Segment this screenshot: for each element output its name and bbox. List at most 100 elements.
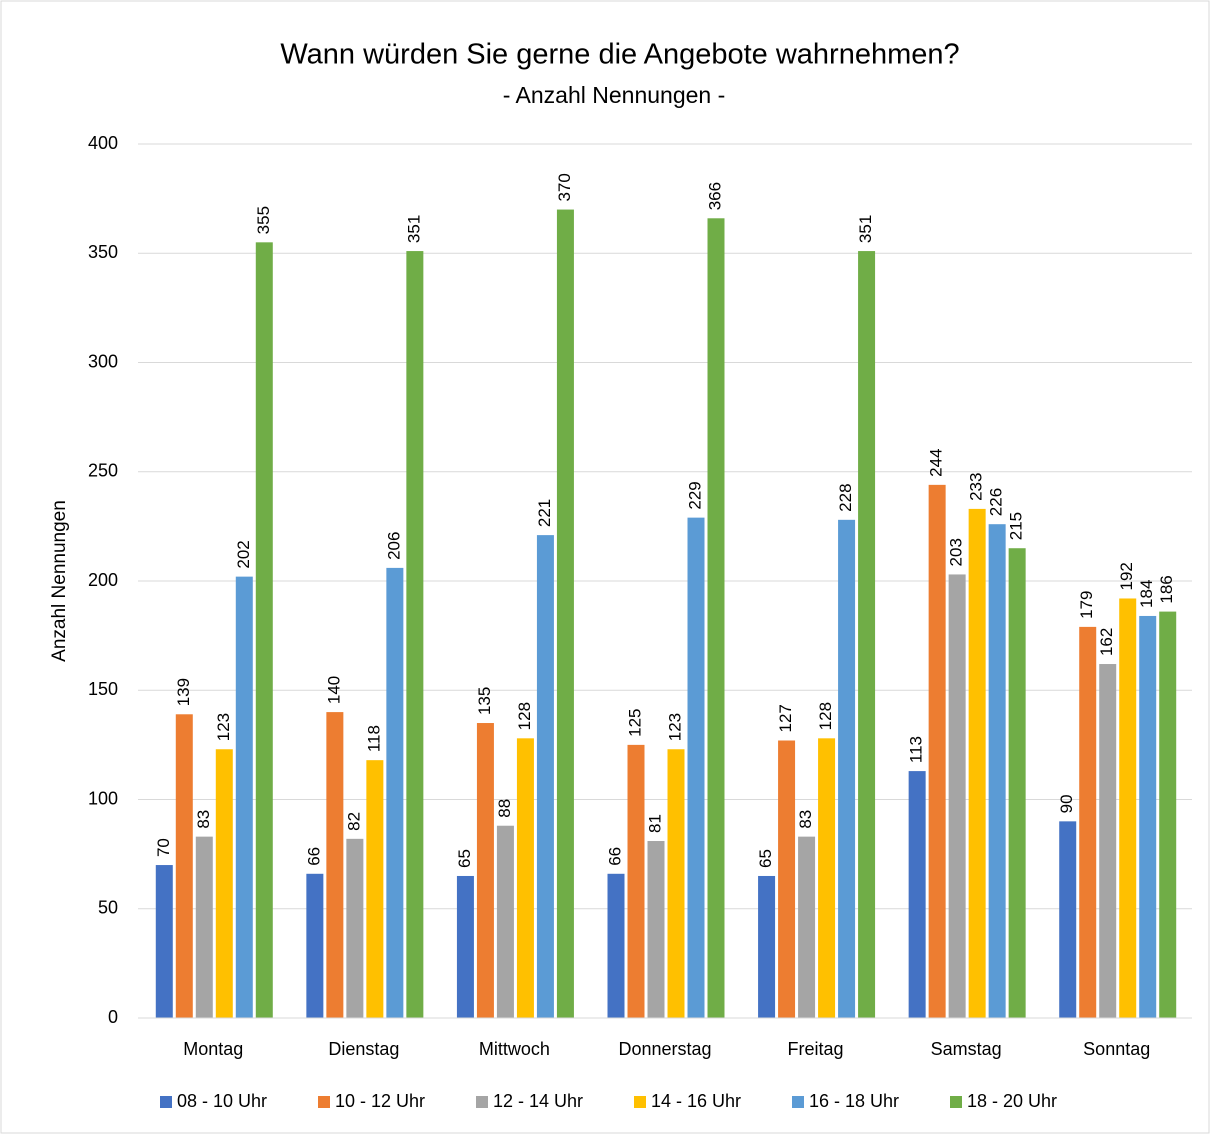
bar	[647, 841, 665, 1018]
bar	[778, 740, 796, 1018]
y-tick-label: 350	[88, 242, 118, 262]
y-tick-label: 300	[88, 351, 118, 371]
value-label: 82	[344, 812, 363, 831]
bar	[556, 209, 574, 1019]
bar	[1139, 615, 1157, 1018]
bar	[758, 875, 776, 1018]
bar	[155, 865, 173, 1018]
value-label: 83	[796, 810, 815, 829]
bar	[366, 760, 384, 1018]
legend-swatch	[476, 1096, 488, 1108]
value-label: 123	[665, 713, 684, 741]
value-label: 65	[455, 849, 474, 868]
legend-label: 08 - 10 Uhr	[177, 1091, 267, 1111]
value-label: 125	[625, 709, 644, 737]
value-label: 90	[1057, 794, 1076, 813]
bar	[798, 836, 816, 1018]
bar	[456, 875, 474, 1018]
y-tick-label: 400	[88, 133, 118, 153]
value-label: 226	[987, 488, 1006, 516]
bar	[627, 744, 645, 1018]
y-tick-label: 200	[88, 570, 118, 590]
bar	[1079, 626, 1097, 1018]
bar	[536, 535, 554, 1018]
bar	[1159, 611, 1177, 1018]
value-label: 179	[1077, 591, 1096, 619]
bar	[346, 838, 364, 1018]
x-tick-label: Samstag	[931, 1039, 1002, 1059]
bar	[1119, 598, 1137, 1018]
bar	[406, 251, 424, 1018]
bar	[306, 873, 324, 1018]
y-tick-label: 0	[108, 1007, 118, 1027]
x-tick-label: Dienstag	[328, 1039, 399, 1059]
legend-label: 16 - 18 Uhr	[809, 1091, 899, 1111]
value-label: 88	[495, 799, 514, 818]
bar	[667, 749, 685, 1018]
bar	[516, 738, 534, 1018]
value-label: 83	[194, 810, 213, 829]
y-axis-label: Anzahl Nennungen	[49, 500, 70, 662]
bar	[838, 519, 856, 1018]
x-tick-label: Sonntag	[1083, 1039, 1150, 1059]
x-tick-label: Donnerstag	[618, 1039, 711, 1059]
legend-label: 18 - 20 Uhr	[967, 1091, 1057, 1111]
legend-label: 12 - 14 Uhr	[493, 1091, 583, 1111]
bar	[175, 714, 193, 1018]
y-tick-label: 50	[98, 898, 118, 918]
value-label: 202	[234, 540, 253, 568]
bar	[326, 712, 344, 1018]
value-label: 127	[776, 704, 795, 732]
bar	[255, 242, 273, 1018]
bar	[687, 517, 705, 1018]
value-label: 66	[605, 847, 624, 866]
y-tick-label: 250	[88, 461, 118, 481]
value-label: 162	[1097, 628, 1116, 656]
value-label: 140	[324, 676, 343, 704]
value-label: 351	[856, 215, 875, 243]
bar	[607, 873, 625, 1018]
bar	[928, 484, 946, 1018]
bar	[496, 825, 514, 1018]
value-label: 228	[836, 483, 855, 511]
bar	[1008, 548, 1026, 1018]
bar	[948, 574, 966, 1018]
value-label: 244	[927, 448, 946, 476]
bar	[968, 508, 986, 1018]
legend-swatch	[634, 1096, 646, 1108]
bar	[476, 723, 494, 1018]
value-label: 203	[947, 538, 966, 566]
value-label: 128	[515, 702, 534, 730]
value-label: 186	[1157, 575, 1176, 603]
value-label: 113	[907, 736, 926, 763]
chart-title: Wann würden Sie gerne die Angebote wahrn…	[280, 39, 959, 71]
x-tick-label: Mittwoch	[479, 1039, 550, 1059]
bar	[1099, 664, 1117, 1018]
x-tick-label: Montag	[183, 1039, 243, 1059]
value-label: 192	[1117, 562, 1136, 590]
legend-swatch	[792, 1096, 804, 1108]
bar	[707, 218, 725, 1019]
value-label: 229	[685, 481, 704, 509]
value-label: 118	[364, 725, 383, 752]
legend-swatch	[160, 1096, 172, 1108]
value-label: 66	[304, 847, 323, 866]
value-label: 351	[404, 215, 423, 243]
value-label: 221	[535, 499, 554, 527]
value-label: 135	[475, 687, 494, 715]
value-label: 81	[645, 814, 664, 833]
value-label: 233	[967, 473, 986, 501]
value-label: 123	[214, 713, 233, 741]
value-label: 366	[705, 182, 724, 210]
y-tick-label: 150	[88, 679, 118, 699]
bar	[215, 749, 233, 1018]
value-label: 184	[1137, 580, 1156, 608]
x-tick-label: Freitag	[788, 1039, 844, 1059]
value-label: 128	[816, 702, 835, 730]
value-label: 215	[1007, 512, 1026, 540]
value-label: 139	[174, 678, 193, 706]
value-label: 355	[254, 206, 273, 234]
chart-subtitle: - Anzahl Nennungen -	[503, 82, 726, 108]
value-label: 370	[555, 173, 574, 201]
